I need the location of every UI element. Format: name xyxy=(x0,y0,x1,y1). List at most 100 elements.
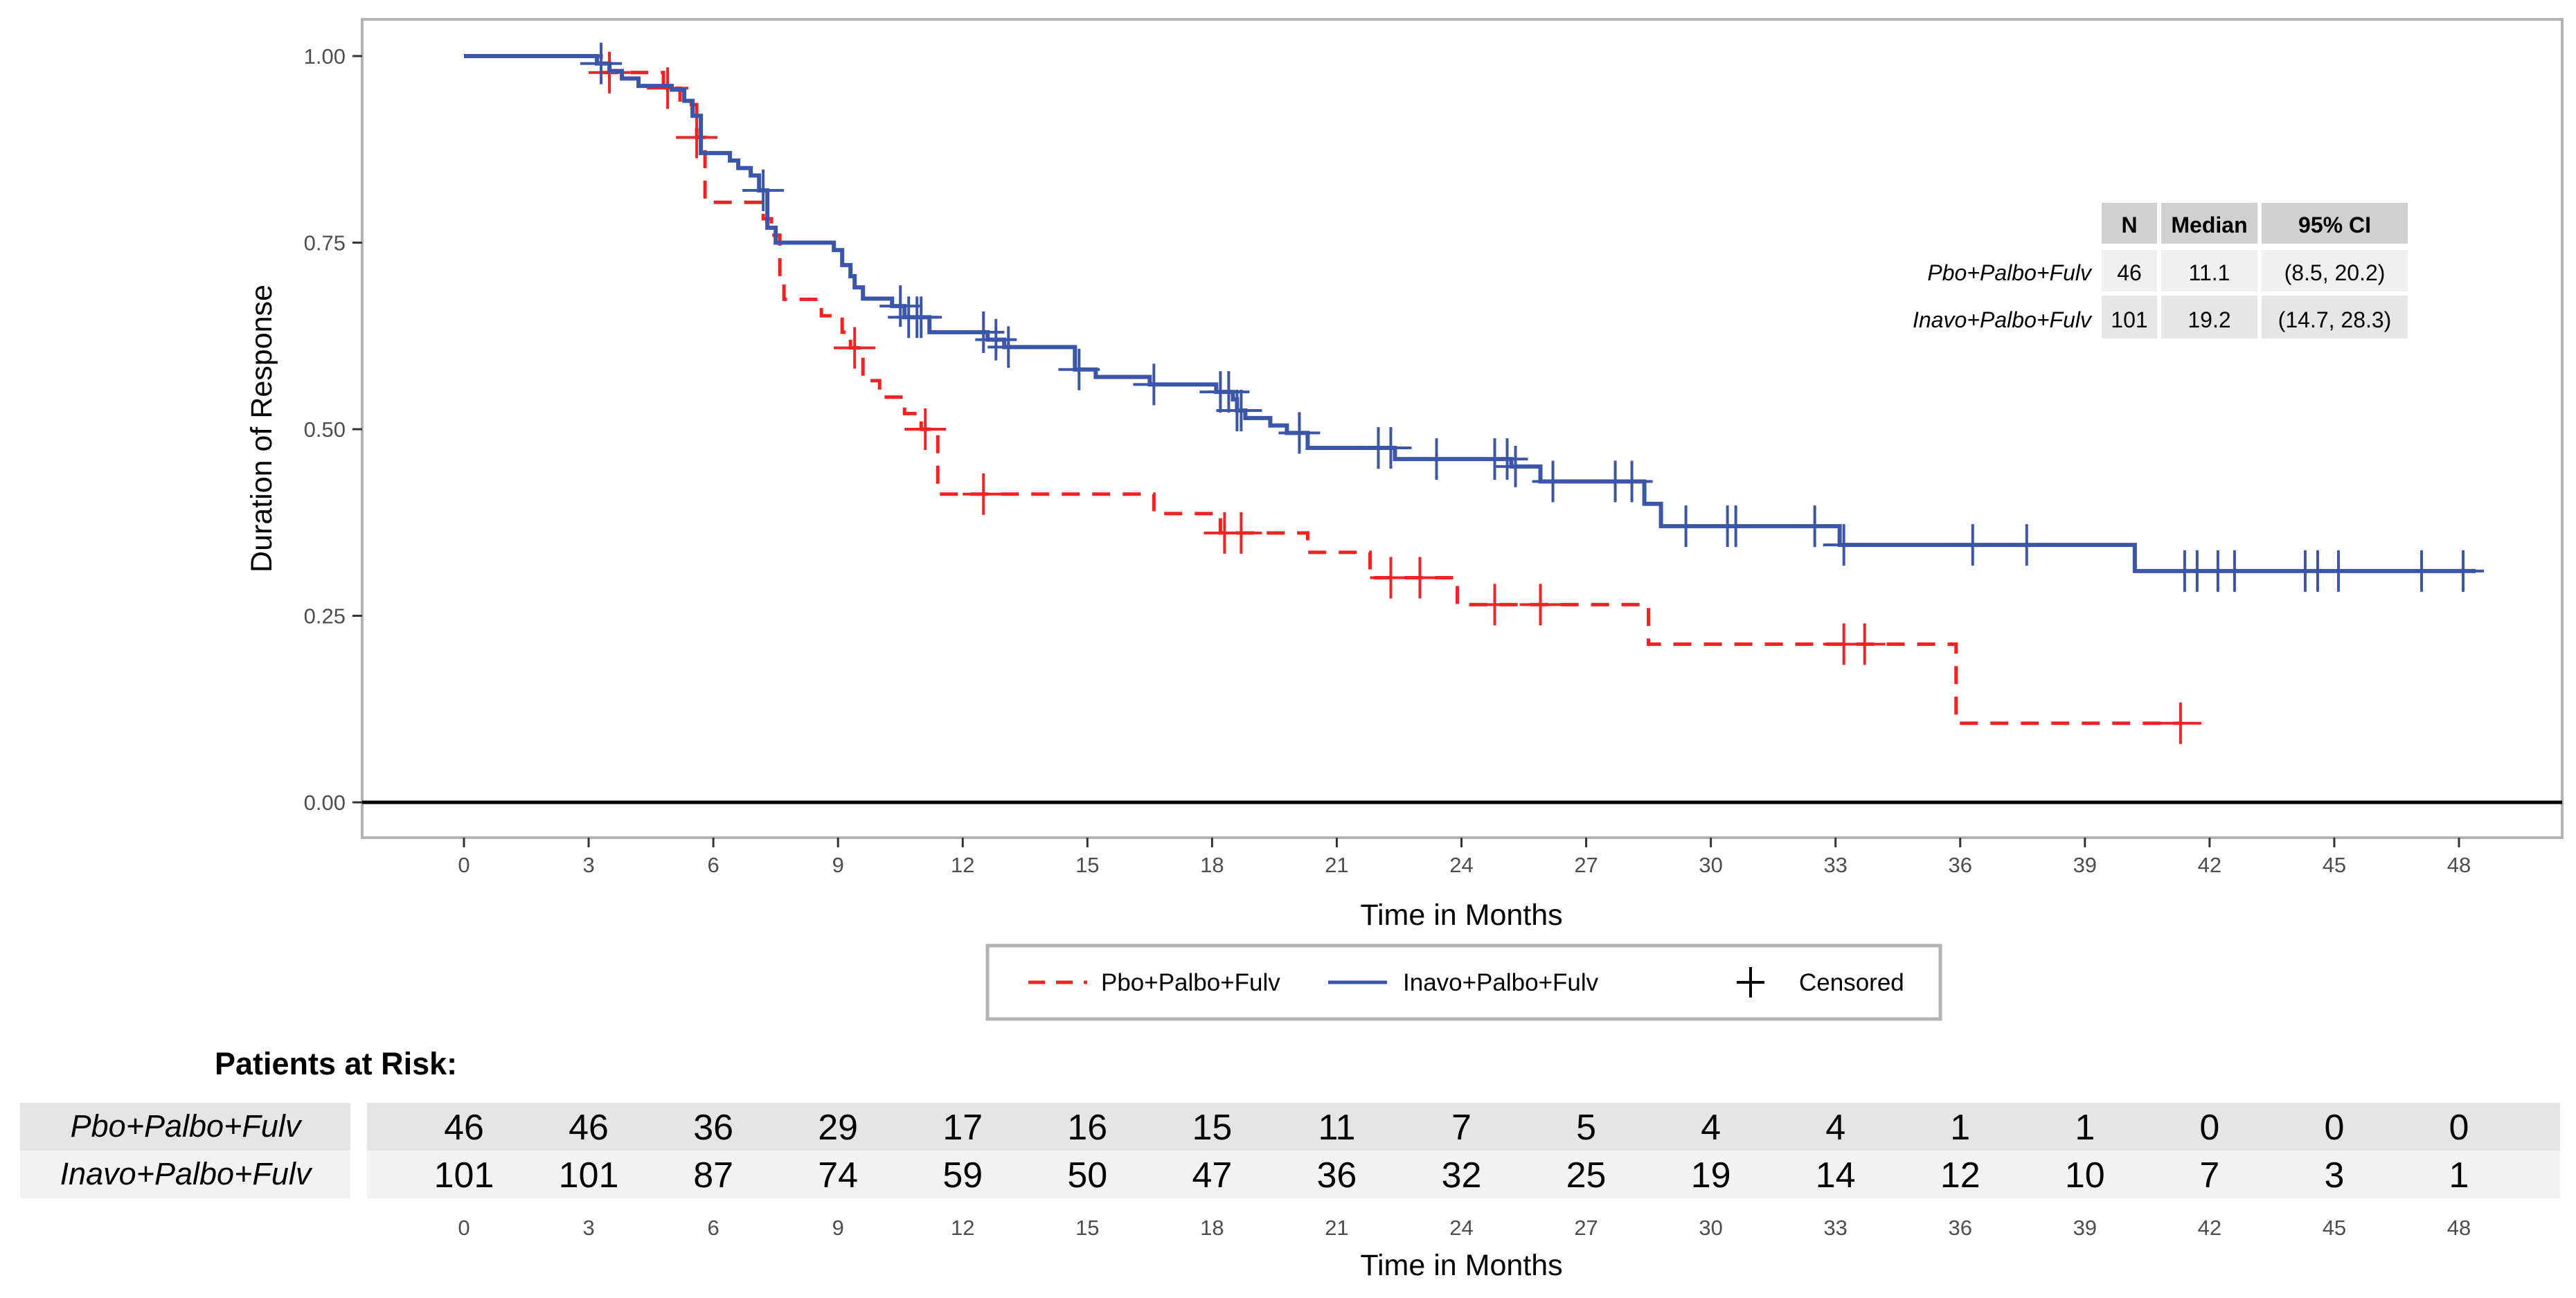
x-tick-label: 3 xyxy=(582,853,594,877)
risk-time-label: 9 xyxy=(832,1216,844,1240)
censor-mark xyxy=(1278,412,1321,454)
risk-count: 12 xyxy=(1940,1155,1980,1196)
risk-count: 29 xyxy=(818,1108,858,1148)
risk-count: 11 xyxy=(1318,1108,1355,1148)
censor-mark xyxy=(1133,363,1175,406)
risk-label-cell xyxy=(20,1151,350,1198)
risk-count: 16 xyxy=(1067,1108,1107,1148)
summary-cell-bg xyxy=(2262,250,2408,291)
summary-header: N xyxy=(2121,213,2137,237)
risk-row-band xyxy=(367,1151,2560,1198)
risk-count: 50 xyxy=(1067,1155,1107,1196)
risk-count: 3 xyxy=(2324,1155,2344,1196)
summary-cell-bg xyxy=(2102,250,2157,291)
survival-curve-inavo xyxy=(464,54,2476,573)
risk-time-label: 27 xyxy=(1574,1216,1598,1240)
plot-panel xyxy=(361,18,2564,839)
censor-mark xyxy=(1399,557,1441,599)
risk-count: 1 xyxy=(2075,1108,2095,1148)
risk-time-label: 21 xyxy=(1325,1216,1348,1240)
y-tick-label: 0.50 xyxy=(304,417,346,442)
risk-count: 46 xyxy=(444,1108,484,1148)
censor-mark xyxy=(2400,550,2442,592)
censor-mark xyxy=(834,327,876,369)
risk-count: 59 xyxy=(942,1155,983,1196)
x-tick-label: 48 xyxy=(2447,853,2471,877)
censor-mark xyxy=(580,42,623,84)
risk-count: 7 xyxy=(2199,1155,2219,1196)
risk-time-label: 0 xyxy=(458,1216,469,1240)
censor-mark xyxy=(1519,584,1562,626)
risk-count: 17 xyxy=(942,1108,983,1148)
x-tick-label: 21 xyxy=(1325,853,1348,877)
risk-table-title: Patients at Risk: xyxy=(215,1046,457,1081)
risk-row-band xyxy=(367,1103,2560,1151)
x-tick-label: 0 xyxy=(458,853,469,877)
risk-row-label: Pbo+Palbo+Fulv xyxy=(71,1108,303,1144)
risk-count: 4 xyxy=(1701,1108,1721,1148)
y-tick-label: 1.00 xyxy=(304,44,346,69)
x-tick-label: 30 xyxy=(1699,853,1722,877)
summary-cell: 46 xyxy=(2117,260,2142,285)
censor-mark xyxy=(1843,623,1886,665)
censor-mark xyxy=(1370,426,1412,469)
legend-censor-icon xyxy=(1737,967,1764,998)
risk-time-label: 45 xyxy=(2323,1216,2346,1240)
summary-header: 95% CI xyxy=(2298,213,2371,237)
risk-count: 36 xyxy=(1317,1155,1357,1196)
summary-cell: (8.5, 20.2) xyxy=(2284,260,2386,285)
censor-mark xyxy=(742,170,785,212)
risk-label-cell xyxy=(20,1103,350,1151)
risk-time-label: 15 xyxy=(1075,1216,1099,1240)
y-tick-label: 0.75 xyxy=(304,231,346,255)
summary-row-label: Pbo+Palbo+Fulv xyxy=(1927,260,2093,285)
summary-row-label: Inavo+Palbo+Fulv xyxy=(1913,307,2093,332)
censor-mark xyxy=(2317,550,2359,592)
risk-row-label: Inavo+Palbo+Fulv xyxy=(60,1156,313,1191)
x-tick-label: 12 xyxy=(951,853,974,877)
risk-count: 101 xyxy=(559,1155,619,1196)
risk-time-label: 42 xyxy=(2198,1216,2221,1240)
censor-mark xyxy=(900,296,942,339)
x-tick-label: 27 xyxy=(1574,853,1598,877)
risk-count: 1 xyxy=(1950,1108,1970,1148)
risk-time-label: 24 xyxy=(1449,1216,1473,1240)
risk-count: 14 xyxy=(1816,1155,1856,1196)
risk-count: 47 xyxy=(1192,1155,1232,1196)
risk-count: 0 xyxy=(2449,1108,2469,1148)
censor-mark xyxy=(1823,524,1865,566)
x-axis-title: Time in Months xyxy=(1360,899,1562,932)
x-tick-label: 45 xyxy=(2323,853,2346,877)
censor-mark xyxy=(879,285,922,327)
censor-mark xyxy=(1715,505,1757,548)
risk-time-label: 36 xyxy=(1949,1216,1972,1240)
legend-label-inavo: Inavo+Palbo+Fulv xyxy=(1403,969,1599,996)
censor-mark xyxy=(1532,460,1574,503)
censor-mark xyxy=(1794,505,1836,548)
x-tick-label: 15 xyxy=(1075,853,1099,877)
x-tick-label: 6 xyxy=(708,853,719,877)
risk-count: 87 xyxy=(693,1155,733,1196)
summary-cell-bg xyxy=(2161,296,2257,339)
censor-mark xyxy=(1415,438,1458,480)
risk-count: 4 xyxy=(1825,1108,1845,1148)
legend-label-pbo: Pbo+Palbo+Fulv xyxy=(1101,969,1280,996)
risk-count: 32 xyxy=(1442,1155,1482,1196)
risk-count: 101 xyxy=(434,1155,494,1196)
censor-mark xyxy=(1474,584,1516,626)
y-axis-title: Duration of Response xyxy=(245,285,278,573)
censor-mark xyxy=(2159,702,2201,744)
x-tick-label: 24 xyxy=(1449,853,1473,877)
risk-count: 25 xyxy=(1566,1155,1607,1196)
summary-cell: 11.1 xyxy=(2189,260,2230,285)
risk-time-label: 6 xyxy=(708,1216,719,1240)
risk-time-label: 39 xyxy=(2073,1216,2097,1240)
censor-mark xyxy=(904,408,947,450)
risk-count: 10 xyxy=(2065,1155,2105,1196)
risk-count: 46 xyxy=(569,1108,609,1148)
risk-time-label: 48 xyxy=(2447,1216,2471,1240)
risk-count: 1 xyxy=(2449,1155,2469,1196)
x-tick-label: 33 xyxy=(1823,853,1847,877)
risk-count: 0 xyxy=(2324,1108,2344,1148)
